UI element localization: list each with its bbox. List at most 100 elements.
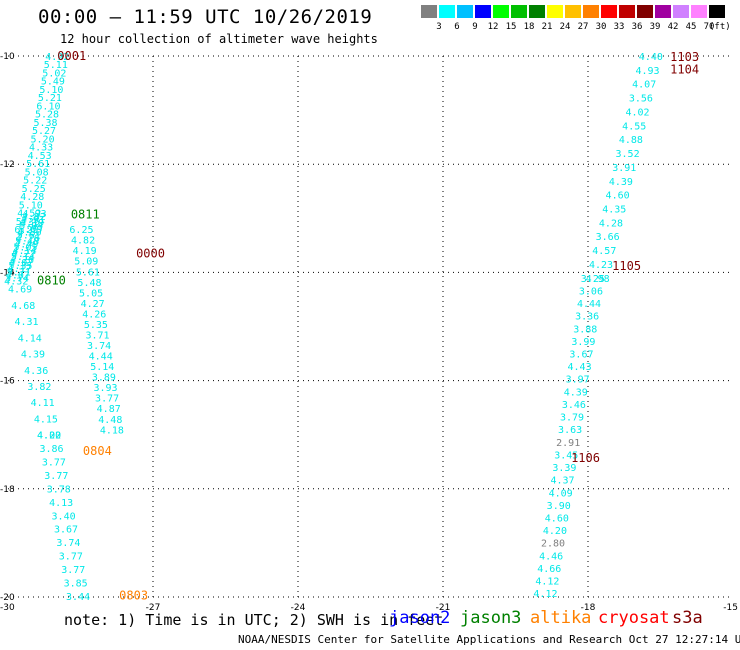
swh-value: 4.93: [23, 209, 47, 220]
swh-value: 4.33: [29, 143, 53, 154]
scale-tick-label: 27: [577, 22, 589, 32]
swh-value: 4.19: [20, 218, 44, 229]
swh-value: 4.87: [97, 404, 121, 415]
swh-value: 4.11: [31, 398, 55, 409]
lon-axis-label: -21: [436, 603, 451, 613]
swh-value: 4.26: [10, 255, 34, 266]
swh-value: 4.26: [82, 309, 106, 320]
scale-swatch: [421, 5, 437, 18]
swh-value: 6.10: [36, 101, 60, 112]
scale-swatch: [457, 5, 473, 18]
scale-swatch: [691, 5, 707, 18]
swh-value: 4.82: [71, 236, 95, 247]
scale-tick-label: 30: [595, 22, 607, 32]
pass-time-label: 0804: [83, 444, 112, 458]
swh-value: 5.14: [11, 252, 35, 263]
lon-axis-label: -15: [723, 603, 738, 613]
swh-value: 5.61: [26, 159, 50, 170]
swh-value: 4.32: [4, 277, 28, 288]
swh-value: 5.14: [90, 362, 114, 373]
swh-value: 4.60: [606, 191, 630, 202]
pass-time-label: 0001: [57, 49, 86, 63]
swh-value: 4.12: [535, 577, 559, 588]
lat-axis-label: -20: [0, 593, 15, 603]
swh-value: 3.77: [61, 565, 85, 576]
swh-value: 3.36: [575, 312, 599, 323]
swh-value: 5.20: [31, 134, 55, 145]
scale-unit-label: (ft): [709, 22, 731, 32]
swh-value: 3.77: [42, 458, 66, 469]
scale-tick-label: 21: [541, 22, 553, 32]
swh-value: 3.86: [39, 444, 63, 455]
swh-value: 3.06: [579, 286, 603, 297]
scale-tick-label: 39: [649, 22, 661, 32]
pass-time-label: 0803: [119, 588, 148, 602]
scale-swatch: [439, 5, 455, 18]
swh-value: 5.21: [38, 93, 62, 104]
swh-value: 3.97: [566, 375, 590, 386]
scale-tick-label: 6: [454, 22, 460, 32]
swh-value: 3.25: [581, 274, 605, 285]
lon-axis-label: -18: [581, 603, 596, 613]
swh-value: 4.44: [577, 299, 601, 310]
swh-value: 5.35: [8, 261, 32, 272]
swh-value: 4.39: [609, 177, 633, 188]
swh-value: 4.28: [20, 192, 44, 203]
scale-swatch: [565, 5, 581, 18]
pass-time-label: 0000: [136, 246, 165, 260]
credit-footer: NOAA/NESDIS Center for Satellite Applica…: [238, 633, 740, 646]
pass-time-label: 1106: [571, 451, 600, 465]
swh-value: 5.05: [79, 288, 103, 299]
swh-value: 4.14: [18, 333, 42, 344]
swh-value: 5.48: [77, 278, 101, 289]
swh-value: 3.39: [552, 463, 576, 474]
scale-tick-label: 15: [505, 22, 517, 32]
swh-value: 4.00: [37, 431, 61, 442]
swh-value: 4.27: [81, 299, 105, 310]
swh-value: 4.43: [568, 362, 592, 373]
scale-swatch: [529, 5, 545, 18]
swh-value: 4.36: [24, 366, 48, 377]
swh-value: 4.15: [34, 414, 58, 425]
swh-value: 4.14: [13, 246, 37, 257]
swh-value: 4.22: [37, 431, 61, 442]
scale-tick-label: 42: [667, 22, 679, 32]
legend-item-jason3: jason3: [460, 608, 522, 628]
swh-value: 3.66: [596, 232, 620, 243]
swh-value: 3.90: [547, 501, 571, 512]
scale-tick-label: 70: [703, 22, 715, 32]
scale-swatch: [493, 5, 509, 18]
swh-value: 6.25: [69, 225, 93, 236]
swh-value: 3.89: [92, 373, 116, 384]
swh-value: 4.68: [11, 301, 35, 312]
scale-tick-label: 9: [472, 22, 478, 32]
swh-value: 3.52: [616, 149, 640, 160]
swh-value: 4.09: [549, 488, 573, 499]
scale-swatch: [601, 5, 617, 18]
swh-value: 3.74: [87, 341, 111, 352]
swh-value: 4.28: [599, 218, 623, 229]
swh-value: 3.82: [27, 382, 51, 393]
swh-value: 4.44: [89, 352, 113, 363]
swh-value: 4.39: [21, 350, 45, 361]
swh-value: 5.25: [22, 184, 46, 195]
swh-value: 5.61: [76, 267, 100, 278]
swh-value: 4.76: [16, 233, 40, 244]
legend-item-cryosat: cryosat: [598, 608, 670, 628]
lon-axis-label: -24: [291, 603, 306, 613]
lon-axis-label: -27: [146, 603, 161, 613]
swh-value: 5.10: [39, 85, 63, 96]
lat-axis-label: -16: [0, 377, 15, 387]
swh-value: 4.18: [100, 425, 124, 436]
swh-value: 4.02: [625, 107, 649, 118]
swh-value: 4.07: [9, 258, 33, 269]
swh-value: 2.91: [556, 438, 580, 449]
swh-value: 4.93: [635, 66, 659, 77]
swh-value: 4.60: [545, 514, 569, 525]
swh-value: 4.53: [28, 151, 52, 162]
lat-axis-label: -14: [0, 268, 15, 278]
swh-value: 5.10: [19, 200, 43, 211]
pass-time-label: 0810: [37, 274, 66, 288]
